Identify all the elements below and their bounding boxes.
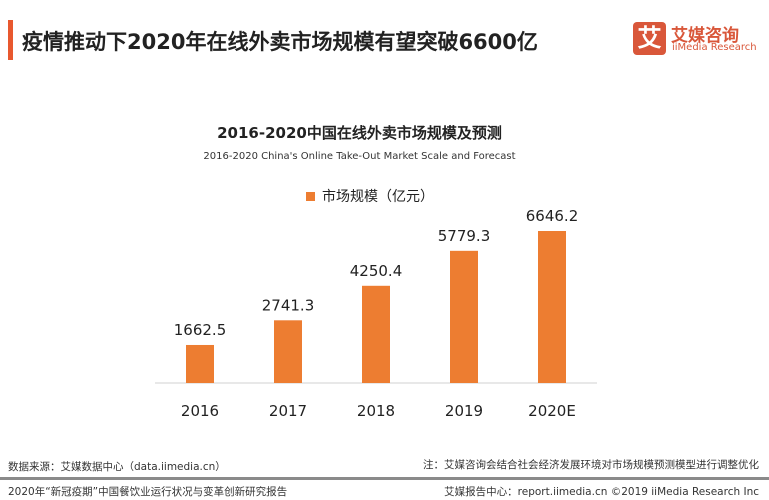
legend: 市场规模（亿元） xyxy=(306,186,434,206)
bar-2018 xyxy=(362,285,390,383)
bar-2017 xyxy=(274,320,302,383)
data-label-2018: 4250.4 xyxy=(350,262,403,280)
title-accent-bar xyxy=(8,20,13,60)
chart-title: 2016-2020中国在线外卖市场规模及预测 xyxy=(217,124,502,142)
footnote: 注：艾媒咨询会结合社会经济发展环境对市场规模预测模型进行调整优化 xyxy=(423,459,759,471)
data-label-2017: 2741.3 xyxy=(262,296,315,314)
page-title: 疫情推动下2020年在线外卖市场规模有望突破6600亿 xyxy=(22,30,538,54)
footer-divider xyxy=(0,477,769,480)
x-tick-2020E: 2020E xyxy=(528,402,576,420)
x-tick-2017: 2017 xyxy=(269,402,307,420)
legend-swatch xyxy=(306,191,315,201)
x-tick-2018: 2018 xyxy=(357,402,395,420)
data-source: 数据来源：艾媒数据中心（data.iimedia.cn） xyxy=(8,461,226,473)
report-title: 2020年“新冠疫期”中国餐饮业运行状况与变革创新研究报告 xyxy=(8,486,288,498)
data-label-2016: 1662.5 xyxy=(174,321,227,339)
data-label-2020E: 6646.2 xyxy=(526,207,579,225)
bar-2020E xyxy=(538,231,566,383)
chart-subtitle: 2016-2020 China's Online Take-Out Market… xyxy=(203,151,516,162)
legend-label: 市场规模（亿元） xyxy=(322,189,434,205)
logo-name-en: iiMedia Research xyxy=(672,42,757,53)
x-tick-2019: 2019 xyxy=(445,402,483,420)
bar-2019 xyxy=(450,250,478,383)
x-tick-2016: 2016 xyxy=(181,402,219,420)
logo-name-cn: 艾媒咨询 xyxy=(671,26,739,46)
bar-chart: 1662.5 2016 2741.3 2017 4250.4 2018 5779.3 2019… xyxy=(155,207,597,420)
logo-mark: 艾 xyxy=(633,22,666,55)
bar-2016 xyxy=(186,344,214,383)
copyright: 艾媒报告中心：report.iimedia.cn ©2019 iiMedia R… xyxy=(444,486,759,498)
data-label-2019: 5779.3 xyxy=(438,227,491,245)
